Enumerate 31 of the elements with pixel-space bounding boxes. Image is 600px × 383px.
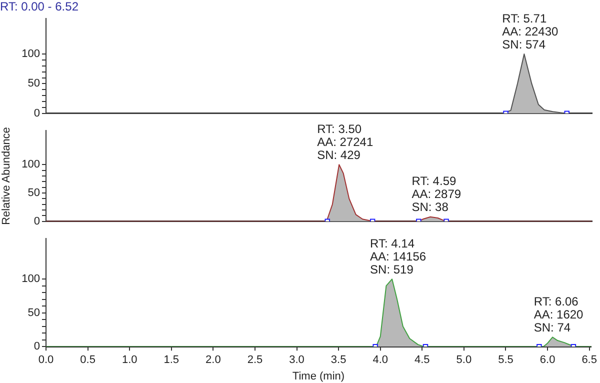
x-tick-label: 1.5 [164, 354, 180, 366]
chart-title: RT: 0.00 - 6.52 [0, 0, 79, 14]
x-tick-label: 4.0 [372, 354, 388, 366]
x-tick-label: 3.5 [330, 354, 346, 366]
x-tick-label: 5.0 [456, 354, 472, 366]
x-tick-label: 0.0 [38, 354, 54, 366]
y-tick-label: 100 [22, 48, 40, 60]
x-tick-label: 2.5 [247, 354, 263, 366]
x-tick-label: 4.5 [414, 354, 430, 366]
annotation: RT: 5.71 AA: 22430 SN: 574 [502, 11, 559, 52]
y-tick-label: 0 [34, 340, 40, 353]
y-tick-label: 50 [28, 78, 40, 90]
x-tick-label: 3.0 [289, 354, 304, 366]
y-tick-label: 100 [22, 158, 40, 171]
y-tick-label: 50 [28, 306, 40, 319]
annotation: RT: 4.14 AA: 14156 SN: 519 [370, 236, 426, 276]
annotation: RT: 3.50 AA: 27241 SN: 429 [317, 122, 374, 162]
y-tick-label: 50 [28, 187, 40, 200]
y-axis-title: Relative Abundance [0, 127, 13, 225]
annotation: RT: 6.06 AA: 1620 SN: 74 [534, 294, 584, 334]
annotation: RT: 4.59 AA: 2879 SN: 38 [412, 174, 462, 214]
x-tick-label: 6.5 [582, 354, 597, 366]
x-tick-label: 6.0 [540, 354, 556, 366]
x-tick-label: 1.0 [122, 354, 138, 366]
y-tick-label: 0 [34, 107, 40, 120]
x-tick-label: 0.5 [80, 354, 96, 366]
x-tick-label: 5.5 [498, 354, 514, 366]
x-tick-label: 2.0 [206, 354, 221, 366]
x-axis-title: Time (min) [292, 370, 345, 382]
y-tick-label: 100 [22, 273, 40, 286]
y-tick-label: 0 [34, 215, 40, 228]
